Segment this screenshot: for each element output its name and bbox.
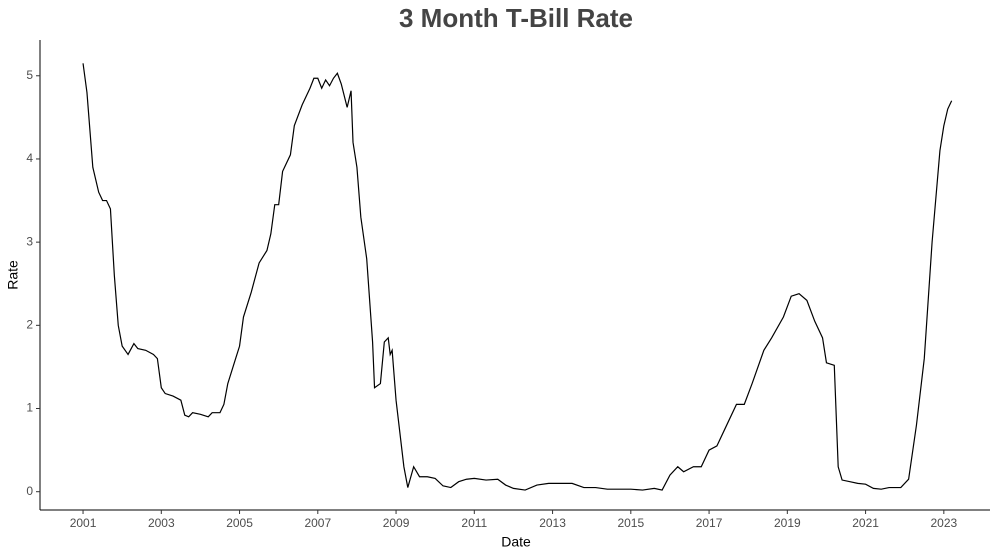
x-tick-label: 2007 — [304, 516, 331, 530]
y-tick-label: 2 — [26, 317, 33, 331]
x-tick-label: 2013 — [539, 516, 566, 530]
x-tick-label: 2021 — [852, 516, 879, 530]
y-tick-label: 5 — [26, 68, 33, 82]
y-tick-label: 1 — [26, 401, 33, 415]
x-tick-label: 2009 — [383, 516, 410, 530]
chart-title: 3 Month T-Bill Rate — [399, 3, 633, 33]
x-tick-label: 2019 — [774, 516, 801, 530]
y-tick-label: 0 — [26, 484, 33, 498]
x-tick-label: 2023 — [930, 516, 957, 530]
x-tick-label: 2015 — [617, 516, 644, 530]
x-tick-label: 2011 — [461, 516, 487, 530]
y-axis-label: Rate — [5, 260, 21, 290]
x-tick-label: 2003 — [148, 516, 175, 530]
x-tick-label: 2005 — [226, 516, 253, 530]
y-tick-label: 3 — [26, 234, 33, 248]
data-line — [82, 63, 953, 491]
y-tick-label: 4 — [26, 151, 33, 165]
x-axis-label: Date — [501, 534, 531, 550]
x-tick-label: 2001 — [70, 516, 97, 530]
x-tick-label: 2017 — [696, 516, 723, 530]
